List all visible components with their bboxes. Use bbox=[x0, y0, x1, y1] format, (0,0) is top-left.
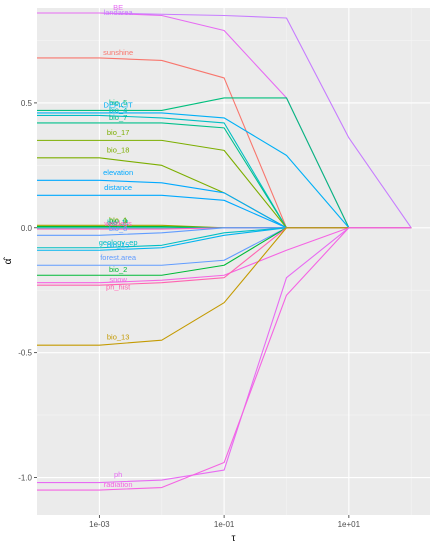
series-label-distance: distance bbox=[104, 183, 132, 192]
series-label-bio_11: bio_11 bbox=[107, 218, 129, 227]
series-label-forest.area: forest.area bbox=[100, 253, 137, 262]
series-label-wetdays: wetdays bbox=[103, 219, 132, 228]
series-label-elevation: elevation bbox=[103, 168, 133, 177]
grid-minor bbox=[37, 8, 430, 515]
y-tick-label: -0.5 bbox=[18, 349, 32, 358]
series-label-landarea: landarea bbox=[104, 8, 134, 17]
series-label-ph_hist: ph_hist bbox=[106, 283, 131, 292]
series-label-DEFICIT: DEFICIT bbox=[104, 100, 134, 109]
x-axis-title: τ bbox=[232, 533, 236, 544]
y-axis-ticks: 0.5 0.0 -0.5 -1.0 bbox=[18, 99, 37, 483]
y-tick-label: -1.0 bbox=[18, 474, 32, 483]
x-tick-label: 1e-03 bbox=[89, 520, 110, 529]
y-tick-label: 0.5 bbox=[21, 99, 33, 108]
x-axis-ticks: 1e-03 1e-01 1e+01 bbox=[89, 515, 361, 529]
series-label-bio_18: bio_18 bbox=[107, 145, 130, 154]
series-label-bio_5: bio_5 bbox=[109, 98, 127, 107]
series-label-snow: snow bbox=[109, 275, 127, 284]
series-label-BE: BE bbox=[113, 3, 123, 12]
series-label-sunshine: sunshine bbox=[103, 48, 133, 57]
series-label-geology_ep: geology_ep bbox=[99, 238, 138, 247]
series-label-bio_9: bio_9 bbox=[109, 217, 127, 226]
series-label-radiation: radiation bbox=[104, 480, 133, 489]
series-label-ph: ph bbox=[114, 470, 122, 479]
series-label-bio_2: bio_2 bbox=[109, 265, 127, 274]
y-axis-title: α̂ bbox=[2, 257, 14, 265]
series-label-bio_7: bio_7 bbox=[109, 113, 127, 122]
series-label-bio_8: bio_8 bbox=[109, 224, 127, 233]
series-label-bio_13: bio_13 bbox=[107, 333, 130, 342]
series-lines bbox=[37, 12, 412, 491]
series-label-bio_17: bio_17 bbox=[107, 128, 130, 137]
series-label-bio_1: bio_1 bbox=[109, 215, 127, 224]
series-label-bio_15: bio_15 bbox=[107, 240, 130, 249]
x-tick-label: 1e-01 bbox=[214, 520, 235, 529]
y-tick-label: 0.0 bbox=[21, 224, 33, 233]
x-tick-label: 1e+01 bbox=[338, 520, 361, 529]
series-line-radiation bbox=[37, 227, 412, 491]
panel-background bbox=[37, 8, 430, 515]
series-label-bio_4: bio_4 bbox=[109, 105, 127, 114]
